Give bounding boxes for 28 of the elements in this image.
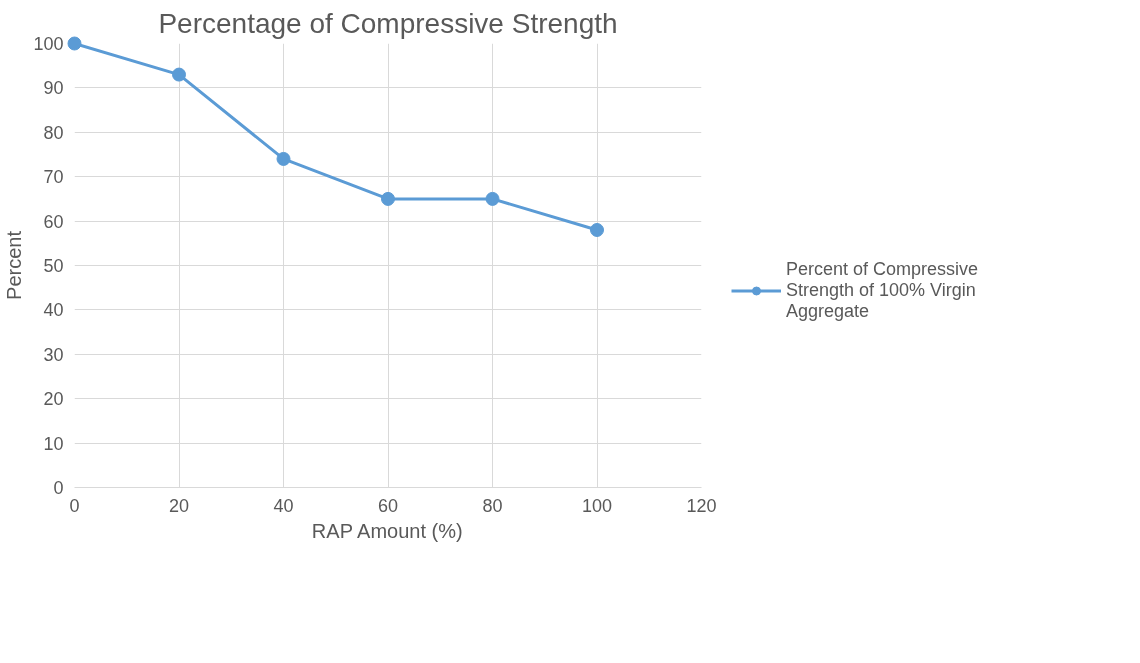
legend-label: Percent of Compressive Strength of 100% Virgin Aggregate	[786, 258, 979, 322]
y-tick-label: 100	[33, 34, 64, 54]
x-tick-label: 20	[168, 495, 190, 516]
y-axis-title: Percent	[3, 230, 26, 300]
chart-title: Percentage of Compressive Strength	[158, 7, 618, 39]
y-tick-label: 60	[43, 211, 64, 232]
x-tick-label: 0	[69, 495, 80, 516]
x-tick-label: 80	[482, 495, 503, 516]
x-tick-label: 40	[273, 495, 294, 516]
point	[590, 222, 604, 237]
y-tick-label: 0	[53, 478, 64, 498]
y-tick-label: 50	[43, 256, 64, 276]
x-tick-label: 60	[377, 495, 399, 516]
point	[172, 67, 186, 82]
point	[67, 36, 82, 51]
y-tick-label: 30	[43, 344, 64, 365]
y-tick-label: 20	[43, 389, 64, 410]
y-tick-label: 90	[43, 78, 64, 99]
x-axis-title: RAP Amount (%)	[311, 519, 463, 542]
x-tick-label: 120	[686, 495, 717, 516]
y-tick-label: 80	[43, 122, 64, 143]
y-tick-label: 40	[43, 300, 64, 321]
y-tick-label: 70	[43, 167, 64, 188]
x-tick-label: 100	[581, 495, 613, 516]
point	[276, 151, 291, 166]
point	[381, 191, 395, 206]
point	[485, 191, 500, 206]
y-tick-label: 10	[43, 433, 64, 454]
